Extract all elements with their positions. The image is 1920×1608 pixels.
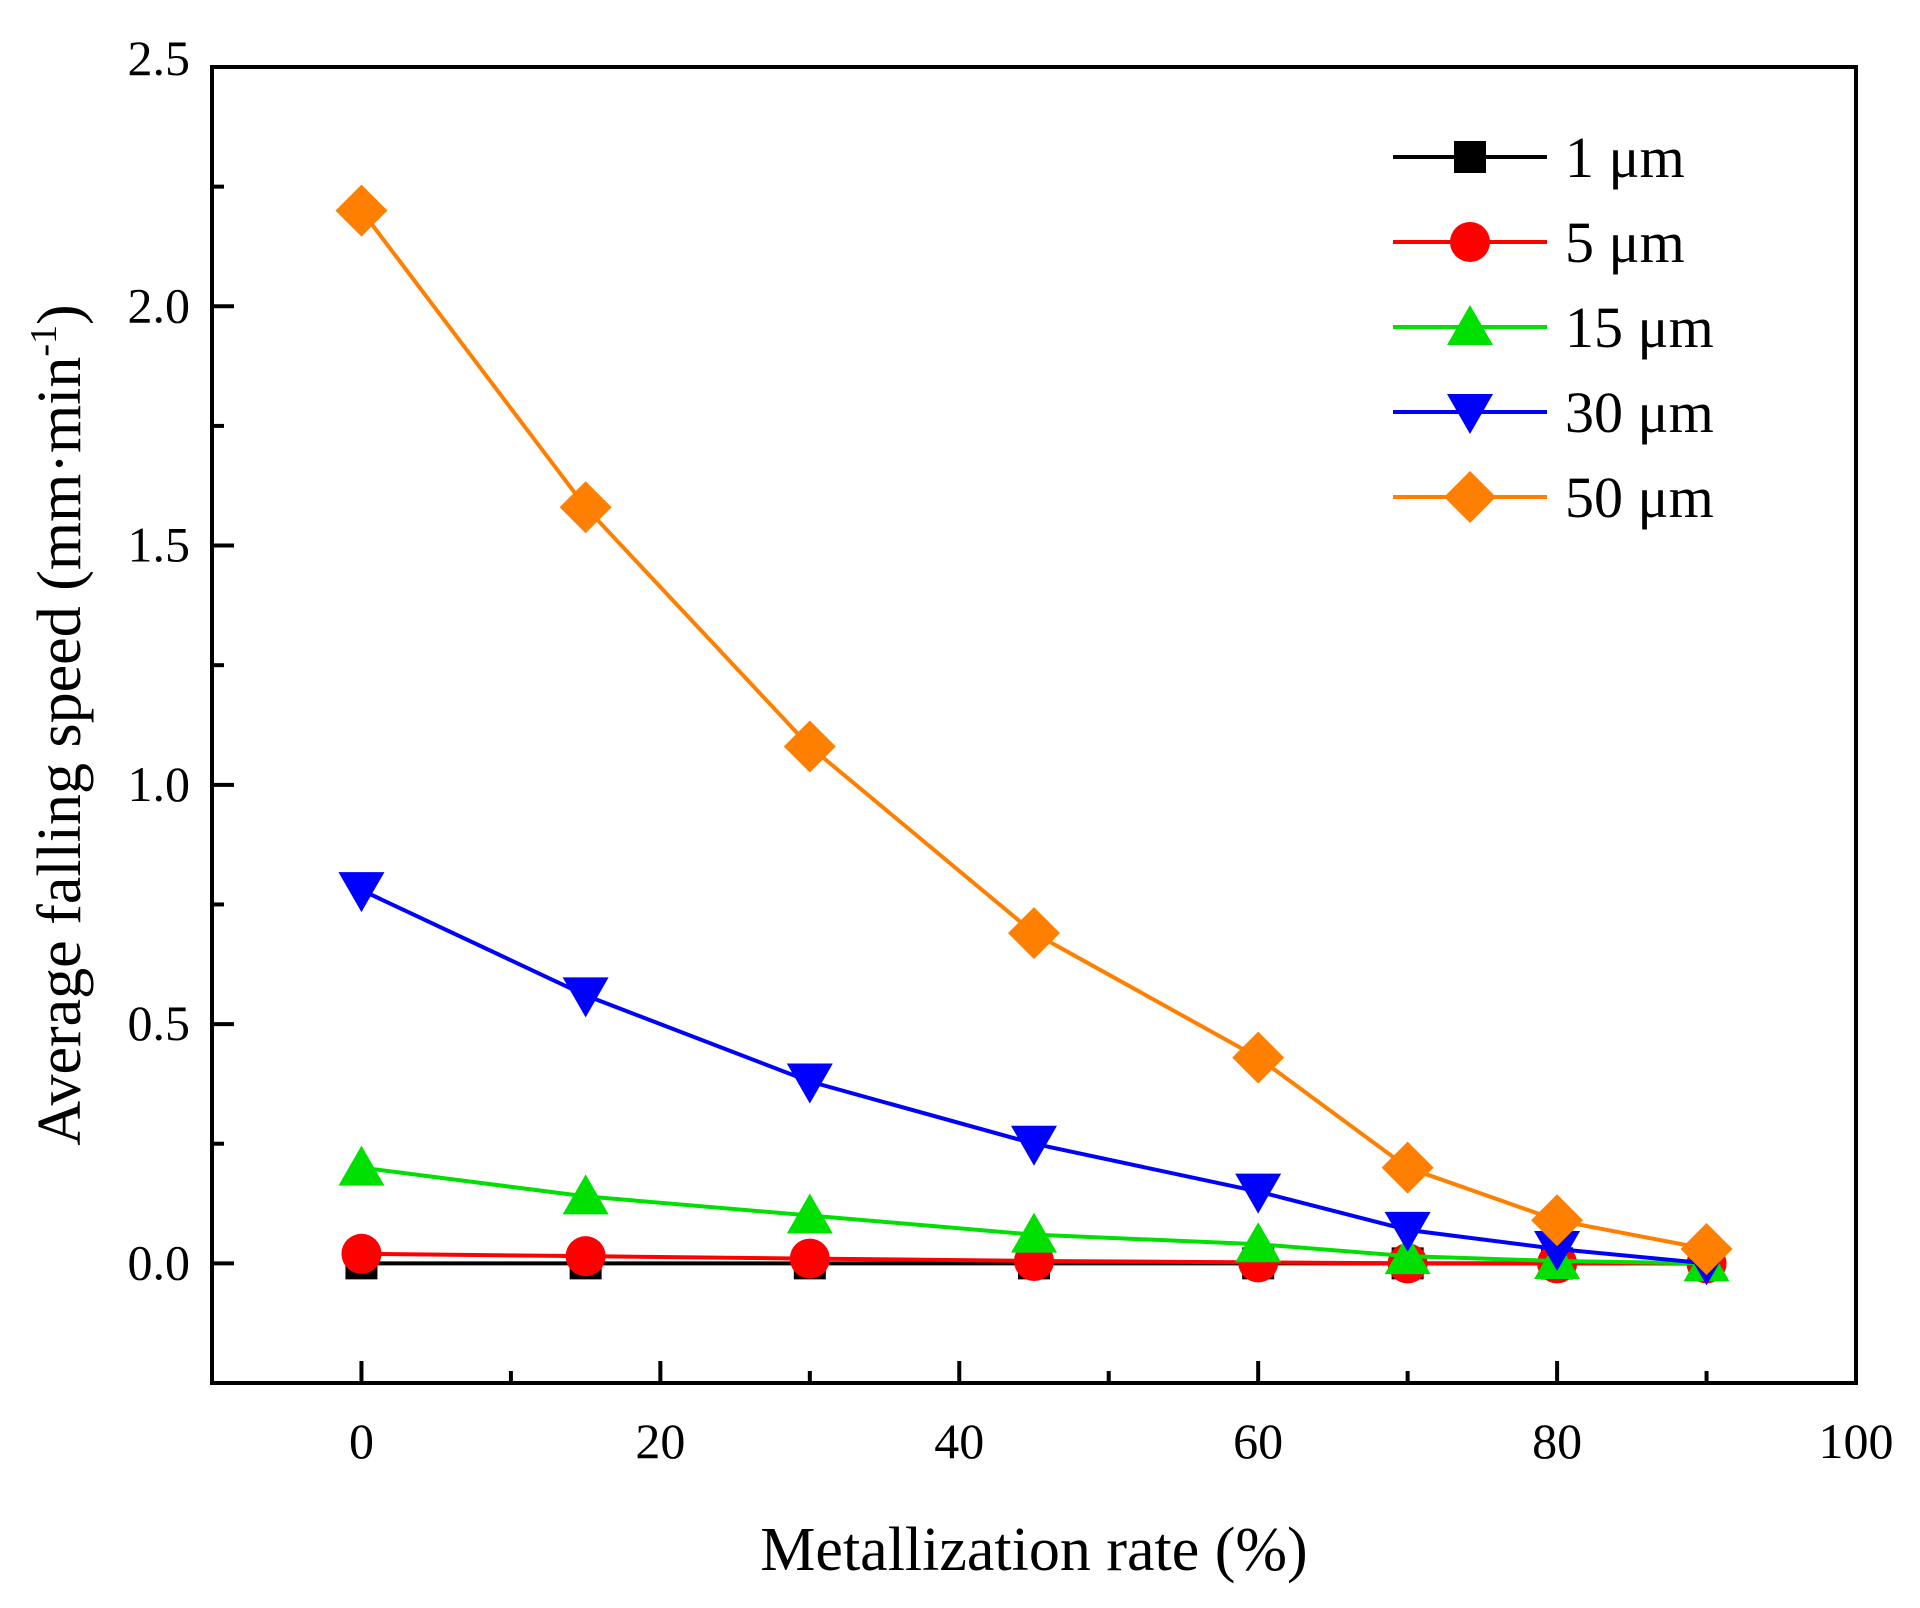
x-tick-label: 100: [1819, 1413, 1894, 1469]
legend-marker: [1450, 222, 1490, 262]
data-point: [1534, 1231, 1581, 1272]
plot-frame: [210, 65, 1858, 1385]
legend-label: 30 μm: [1565, 380, 1714, 445]
legend-label: 5 μm: [1565, 210, 1685, 275]
data-point: [1235, 1173, 1282, 1214]
legend-marker: [1454, 141, 1486, 173]
data-point: [1384, 1234, 1431, 1275]
data-point: [1008, 907, 1060, 960]
y-tick-label: 2.5: [128, 30, 191, 86]
data-point: [1011, 1125, 1057, 1166]
data-point: [783, 720, 836, 773]
series-line: [360, 888, 1707, 1266]
legend: 1 μm 5 μm 15 μm 30 μm 50 μm: [1393, 125, 1714, 530]
data-point: [565, 1236, 606, 1277]
y-axis-label-close: ): [26, 304, 94, 325]
data-point: [562, 977, 609, 1018]
y-tick-label: 2.0: [128, 277, 191, 333]
series-50m: [335, 184, 1733, 1276]
data-point: [338, 1145, 385, 1186]
y-tick-label: 0.0: [128, 1234, 191, 1290]
data-point: [1232, 1031, 1285, 1084]
x-tick-label: 0: [349, 1413, 374, 1469]
data-point: [338, 872, 385, 913]
data-point: [786, 1193, 833, 1234]
x-tick-label: 40: [934, 1413, 984, 1469]
data-point: [335, 184, 388, 237]
data-point: [1384, 1211, 1431, 1252]
data-point: [789, 1238, 830, 1279]
data-point: [559, 481, 612, 534]
data-point: [1531, 1194, 1584, 1247]
y-axis-label-main: Average falling speed (mm·min: [26, 357, 94, 1146]
data-point: [1235, 1222, 1282, 1263]
series-30m: [338, 872, 1730, 1286]
y-tick-label: 0.5: [128, 995, 191, 1051]
legend-label: 15 μm: [1565, 295, 1714, 360]
data-point: [562, 1174, 609, 1215]
x-axis-label: Metallization rate (%): [760, 1516, 1307, 1584]
y-tick-label: 1.0: [128, 756, 191, 812]
y-axis-label: Average falling speed (mm·min-1): [23, 304, 94, 1145]
y-tick-label: 1.5: [128, 517, 191, 573]
x-tick-label: 60: [1233, 1413, 1283, 1469]
data-point: [1011, 1212, 1057, 1253]
y-axis-label-sup: -1: [23, 325, 65, 357]
series-line: [361, 1251, 1707, 1266]
series-line: [359, 209, 1707, 1251]
data-point: [786, 1063, 833, 1104]
legend-label: 1 μm: [1565, 125, 1685, 190]
data-point: [1381, 1141, 1434, 1194]
data-point: [1680, 1223, 1733, 1276]
legend-marker: [1447, 305, 1493, 345]
legend-marker: [1447, 394, 1493, 434]
x-tick-label: 80: [1532, 1413, 1582, 1469]
series-line: [361, 1165, 1707, 1266]
x-tick-label: 20: [635, 1413, 685, 1469]
data-point: [341, 1233, 382, 1274]
legend-label: 50 μm: [1565, 465, 1714, 530]
legend-marker: [1444, 471, 1496, 523]
